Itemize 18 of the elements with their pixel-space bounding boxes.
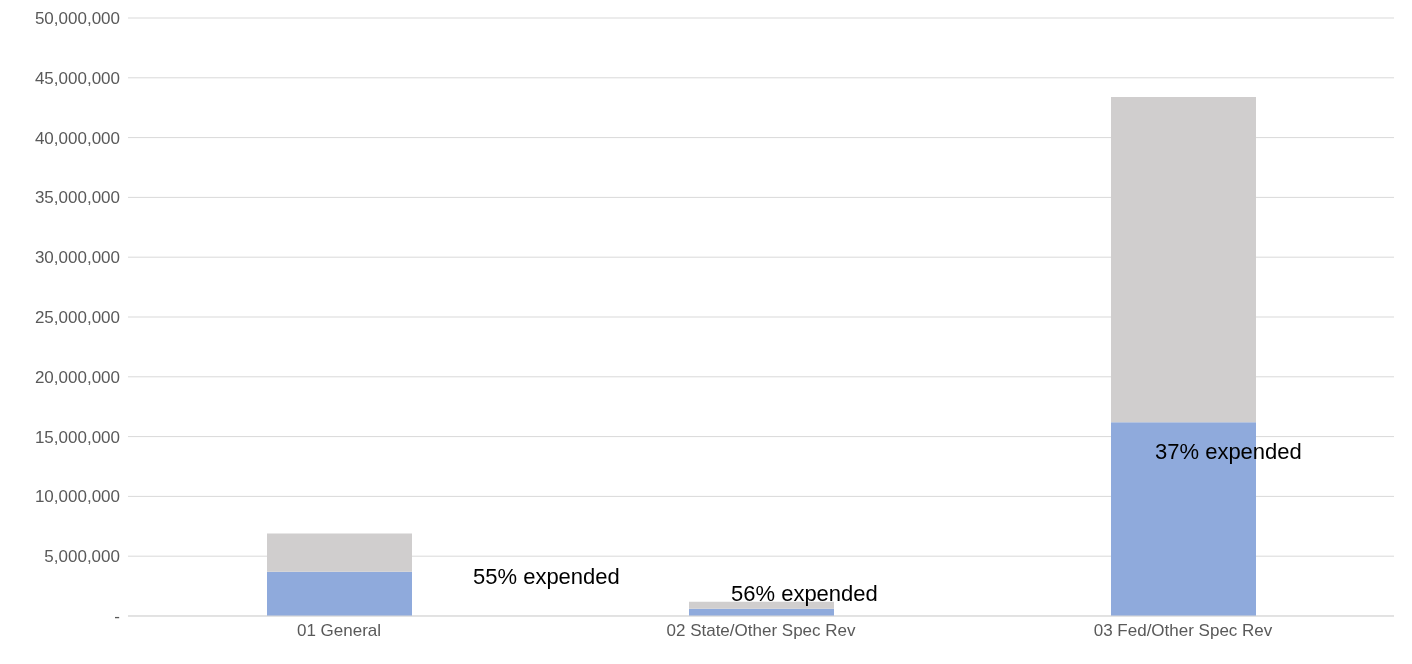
y-tick-label: 10,000,000 <box>34 487 120 507</box>
y-tick-label: 15,000,000 <box>34 427 120 447</box>
y-tick-label: 40,000,000 <box>34 128 120 148</box>
y-tick-label: 50,000,000 <box>34 9 120 29</box>
y-tick-label: 25,000,000 <box>34 308 120 328</box>
annotation: 55% expended <box>473 564 620 589</box>
bar <box>267 571 412 616</box>
x-tick-label: 02 State/Other Spec Rev <box>666 621 856 641</box>
x-tick-label: 03 Fed/Other Spec Rev <box>1093 621 1273 641</box>
annotation: 37% expended <box>1155 439 1302 464</box>
annotation: 56% expended <box>731 581 878 606</box>
y-tick-label: 35,000,000 <box>34 188 120 208</box>
y-tick-label: - <box>114 607 120 627</box>
y-tick-label: 30,000,000 <box>34 248 120 268</box>
y-tick-label: 5,000,000 <box>44 547 120 567</box>
y-tick-label: 20,000,000 <box>34 367 120 387</box>
x-tick-label: 01 General <box>296 621 382 641</box>
y-tick-label: 45,000,000 <box>34 68 120 88</box>
